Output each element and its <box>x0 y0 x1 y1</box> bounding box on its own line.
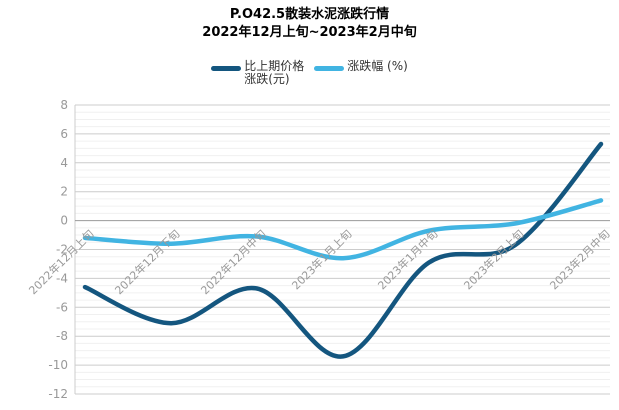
legend-label-percent: 涨跌幅 (%) <box>347 59 408 73</box>
y-axis-tick-label: 6 <box>60 127 68 141</box>
y-axis-tick-label: -8 <box>56 329 68 343</box>
chart-title-line1: P.O42.5散装水泥涨跌行情 <box>229 7 390 22</box>
legend-item-price-change[interactable]: 比上期价格涨跌(元) <box>211 60 308 86</box>
y-axis-tick-label: 8 <box>60 98 68 112</box>
chart-title-line2: 2022年12月上旬~2023年2月中旬 <box>202 25 417 40</box>
y-axis-tick-label: 4 <box>60 156 68 170</box>
legend: 比上期价格涨跌(元) 涨跌幅 (%) <box>0 60 619 86</box>
y-axis-tick-label: -6 <box>56 300 68 314</box>
legend-label-price: 比上期价格涨跌(元) <box>244 59 305 86</box>
legend-line-swatch-percent <box>314 66 345 71</box>
y-axis-tick-label: 0 <box>60 214 68 228</box>
series-line-price-change <box>82 141 604 359</box>
chart-title: P.O42.5散装水泥涨跌行情 2022年12月上旬~2023年2月中旬 <box>0 6 619 42</box>
y-axis-tick-label: -12 <box>48 387 68 401</box>
y-axis-tick-label: -2 <box>56 243 68 257</box>
series-line-change-percent <box>82 198 604 261</box>
y-axis-tick-label: -10 <box>48 358 68 372</box>
legend-line-swatch-price <box>211 66 242 71</box>
y-axis-tick-label: -4 <box>56 271 68 285</box>
y-axis-tick-label: 2 <box>60 185 68 199</box>
legend-item-change-percent[interactable]: 涨跌幅 (%) <box>314 60 408 73</box>
